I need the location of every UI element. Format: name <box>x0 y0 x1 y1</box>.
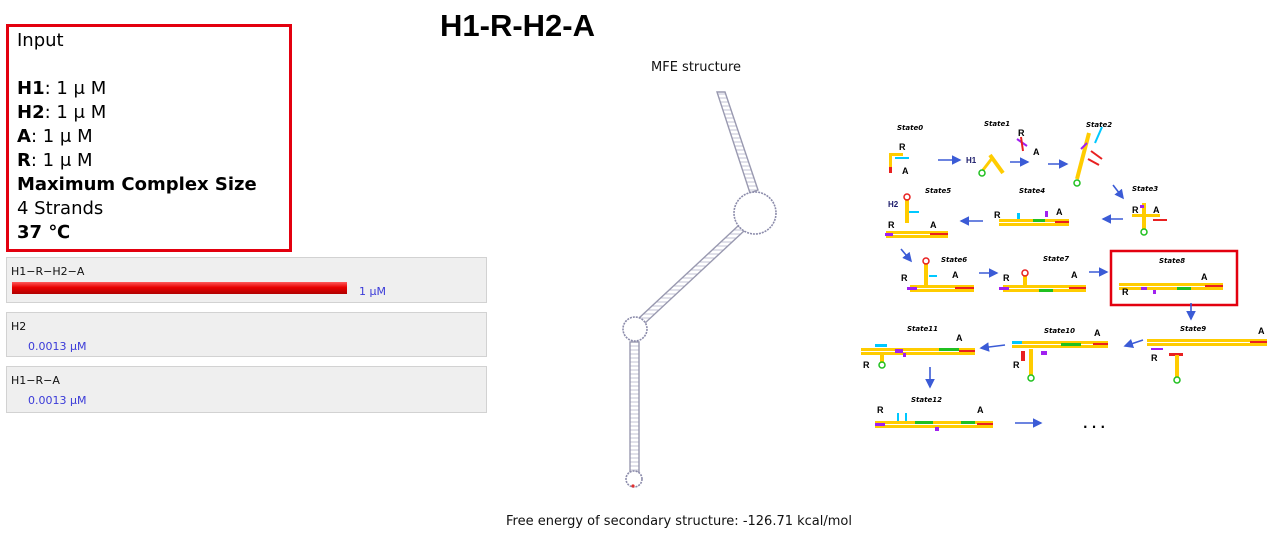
max-complex-size-label: Maximum Complex Size <box>17 174 257 195</box>
result-row[interactable]: H1−R−A 0.0013 μM <box>6 366 487 413</box>
input-line-h2: H2: 1 μ M <box>17 101 289 125</box>
state-label: State1 <box>984 120 1010 128</box>
strand-name: R <box>17 150 31 171</box>
strand-label: R <box>1018 128 1025 138</box>
upper-helix <box>716 91 759 194</box>
strand-label: A <box>1033 147 1040 157</box>
result-row[interactable]: H1−R−H2−A 1 μM <box>6 257 487 303</box>
strand-conc: : 1 μ M <box>44 102 107 123</box>
state-label: State11 <box>907 325 938 333</box>
state-label: State2 <box>1086 121 1112 129</box>
state6-structure <box>907 257 974 292</box>
junction-loop <box>622 316 648 342</box>
state11-structure <box>861 344 975 369</box>
strand-label: R <box>1003 273 1010 283</box>
strand-name: H1 <box>17 78 45 99</box>
state1-structure <box>978 136 1028 177</box>
state-label: State12 <box>911 396 942 404</box>
free-energy-label: Free energy of secondary structure: -126… <box>506 514 852 529</box>
strand-label: A <box>1071 270 1078 280</box>
strand-conc: : 1 μ M <box>30 150 93 171</box>
continuation-ellipsis: . . . <box>1083 417 1105 431</box>
strand-label: A <box>930 220 937 230</box>
strand-label: A <box>902 166 909 176</box>
state8-highlight-box <box>1109 249 1239 307</box>
mfe-structure-label: MFE structure <box>651 60 742 75</box>
complex-concentration: 0.0013 μM <box>28 394 87 407</box>
state2-structure <box>1073 126 1103 187</box>
complex-concentration: 0.0013 μM <box>28 340 87 353</box>
strand-name: H2 <box>17 102 45 123</box>
strand-end-marker <box>631 484 635 488</box>
strand-name: A <box>17 126 31 147</box>
strand-label: R <box>1132 205 1139 215</box>
page-title: H1-R-H2-A <box>440 8 595 43</box>
state-label: State6 <box>941 256 967 264</box>
strand-label: R <box>1013 360 1020 370</box>
strand-label: R <box>1122 287 1129 297</box>
strand-label: R <box>877 405 884 415</box>
strand-label: A <box>1094 328 1101 338</box>
strand-label: R <box>1151 353 1158 363</box>
reaction-states-diagram: State0 State1 State2 State3 State4 State… <box>861 120 1267 431</box>
strand-conc: : 1 μ M <box>30 126 93 147</box>
strand-label: R <box>901 273 908 283</box>
input-line-h1: H1: 1 μ M <box>17 77 289 101</box>
strand-label: R <box>899 142 906 152</box>
strand-label: A <box>977 405 984 415</box>
state12-structure <box>875 413 993 431</box>
strand-label: A <box>952 270 959 280</box>
strand-label: R <box>994 210 1001 220</box>
state5-structure <box>885 193 948 238</box>
state0-structure <box>889 153 909 173</box>
strand-label: H2 <box>888 200 899 209</box>
state-label: State4 <box>1019 187 1045 195</box>
complex-concentration: 1 μM <box>359 285 386 298</box>
complex-name: H2 <box>11 320 27 333</box>
state-label: State10 <box>1044 327 1075 335</box>
state9-structure <box>1147 339 1267 384</box>
strand-label: A <box>1258 326 1265 336</box>
state7-structure <box>999 269 1086 292</box>
state4-structure <box>999 211 1069 226</box>
strand-label: A <box>956 333 963 343</box>
concentration-bar <box>12 282 347 294</box>
input-line-r: R: 1 μ M <box>17 149 289 173</box>
complex-name: H1−R−A <box>11 374 60 387</box>
middle-helix <box>636 225 747 325</box>
internal-loop <box>733 191 777 235</box>
strand-label: R <box>888 220 895 230</box>
state-label: State0 <box>897 124 923 132</box>
strand-conc: : 1 μ M <box>44 78 107 99</box>
mfe-structure-diagram <box>622 91 777 488</box>
state8-structure <box>1119 283 1223 294</box>
input-panel: Input H1: 1 μ M H2: 1 μ M A: 1 μ M R: 1 … <box>6 24 292 252</box>
strand-label: A <box>1201 272 1208 282</box>
state-label: State7 <box>1043 255 1069 263</box>
strand-label: A <box>1056 207 1063 217</box>
lower-helix <box>629 341 640 473</box>
result-row[interactable]: H2 0.0013 μM <box>6 312 487 357</box>
strand-label: R <box>863 360 870 370</box>
input-line-a: A: 1 μ M <box>17 125 289 149</box>
reaction-arrows <box>900 155 1196 428</box>
state-label: State9 <box>1180 325 1206 333</box>
max-complex-size-value: 4 Strands <box>17 198 104 219</box>
state10-structure <box>1012 341 1108 382</box>
state3-structure <box>1132 203 1167 236</box>
strand-label: A <box>1153 205 1160 215</box>
state-label: State8 <box>1159 257 1185 265</box>
input-heading: Input <box>17 30 64 51</box>
state-label: State3 <box>1132 185 1158 193</box>
complex-name: H1−R−H2−A <box>11 265 85 278</box>
strand-label: H1 <box>966 156 977 165</box>
hairpin-loop <box>625 470 643 488</box>
temperature: 37 ℃ <box>17 222 71 243</box>
state-label: State5 <box>925 187 951 195</box>
